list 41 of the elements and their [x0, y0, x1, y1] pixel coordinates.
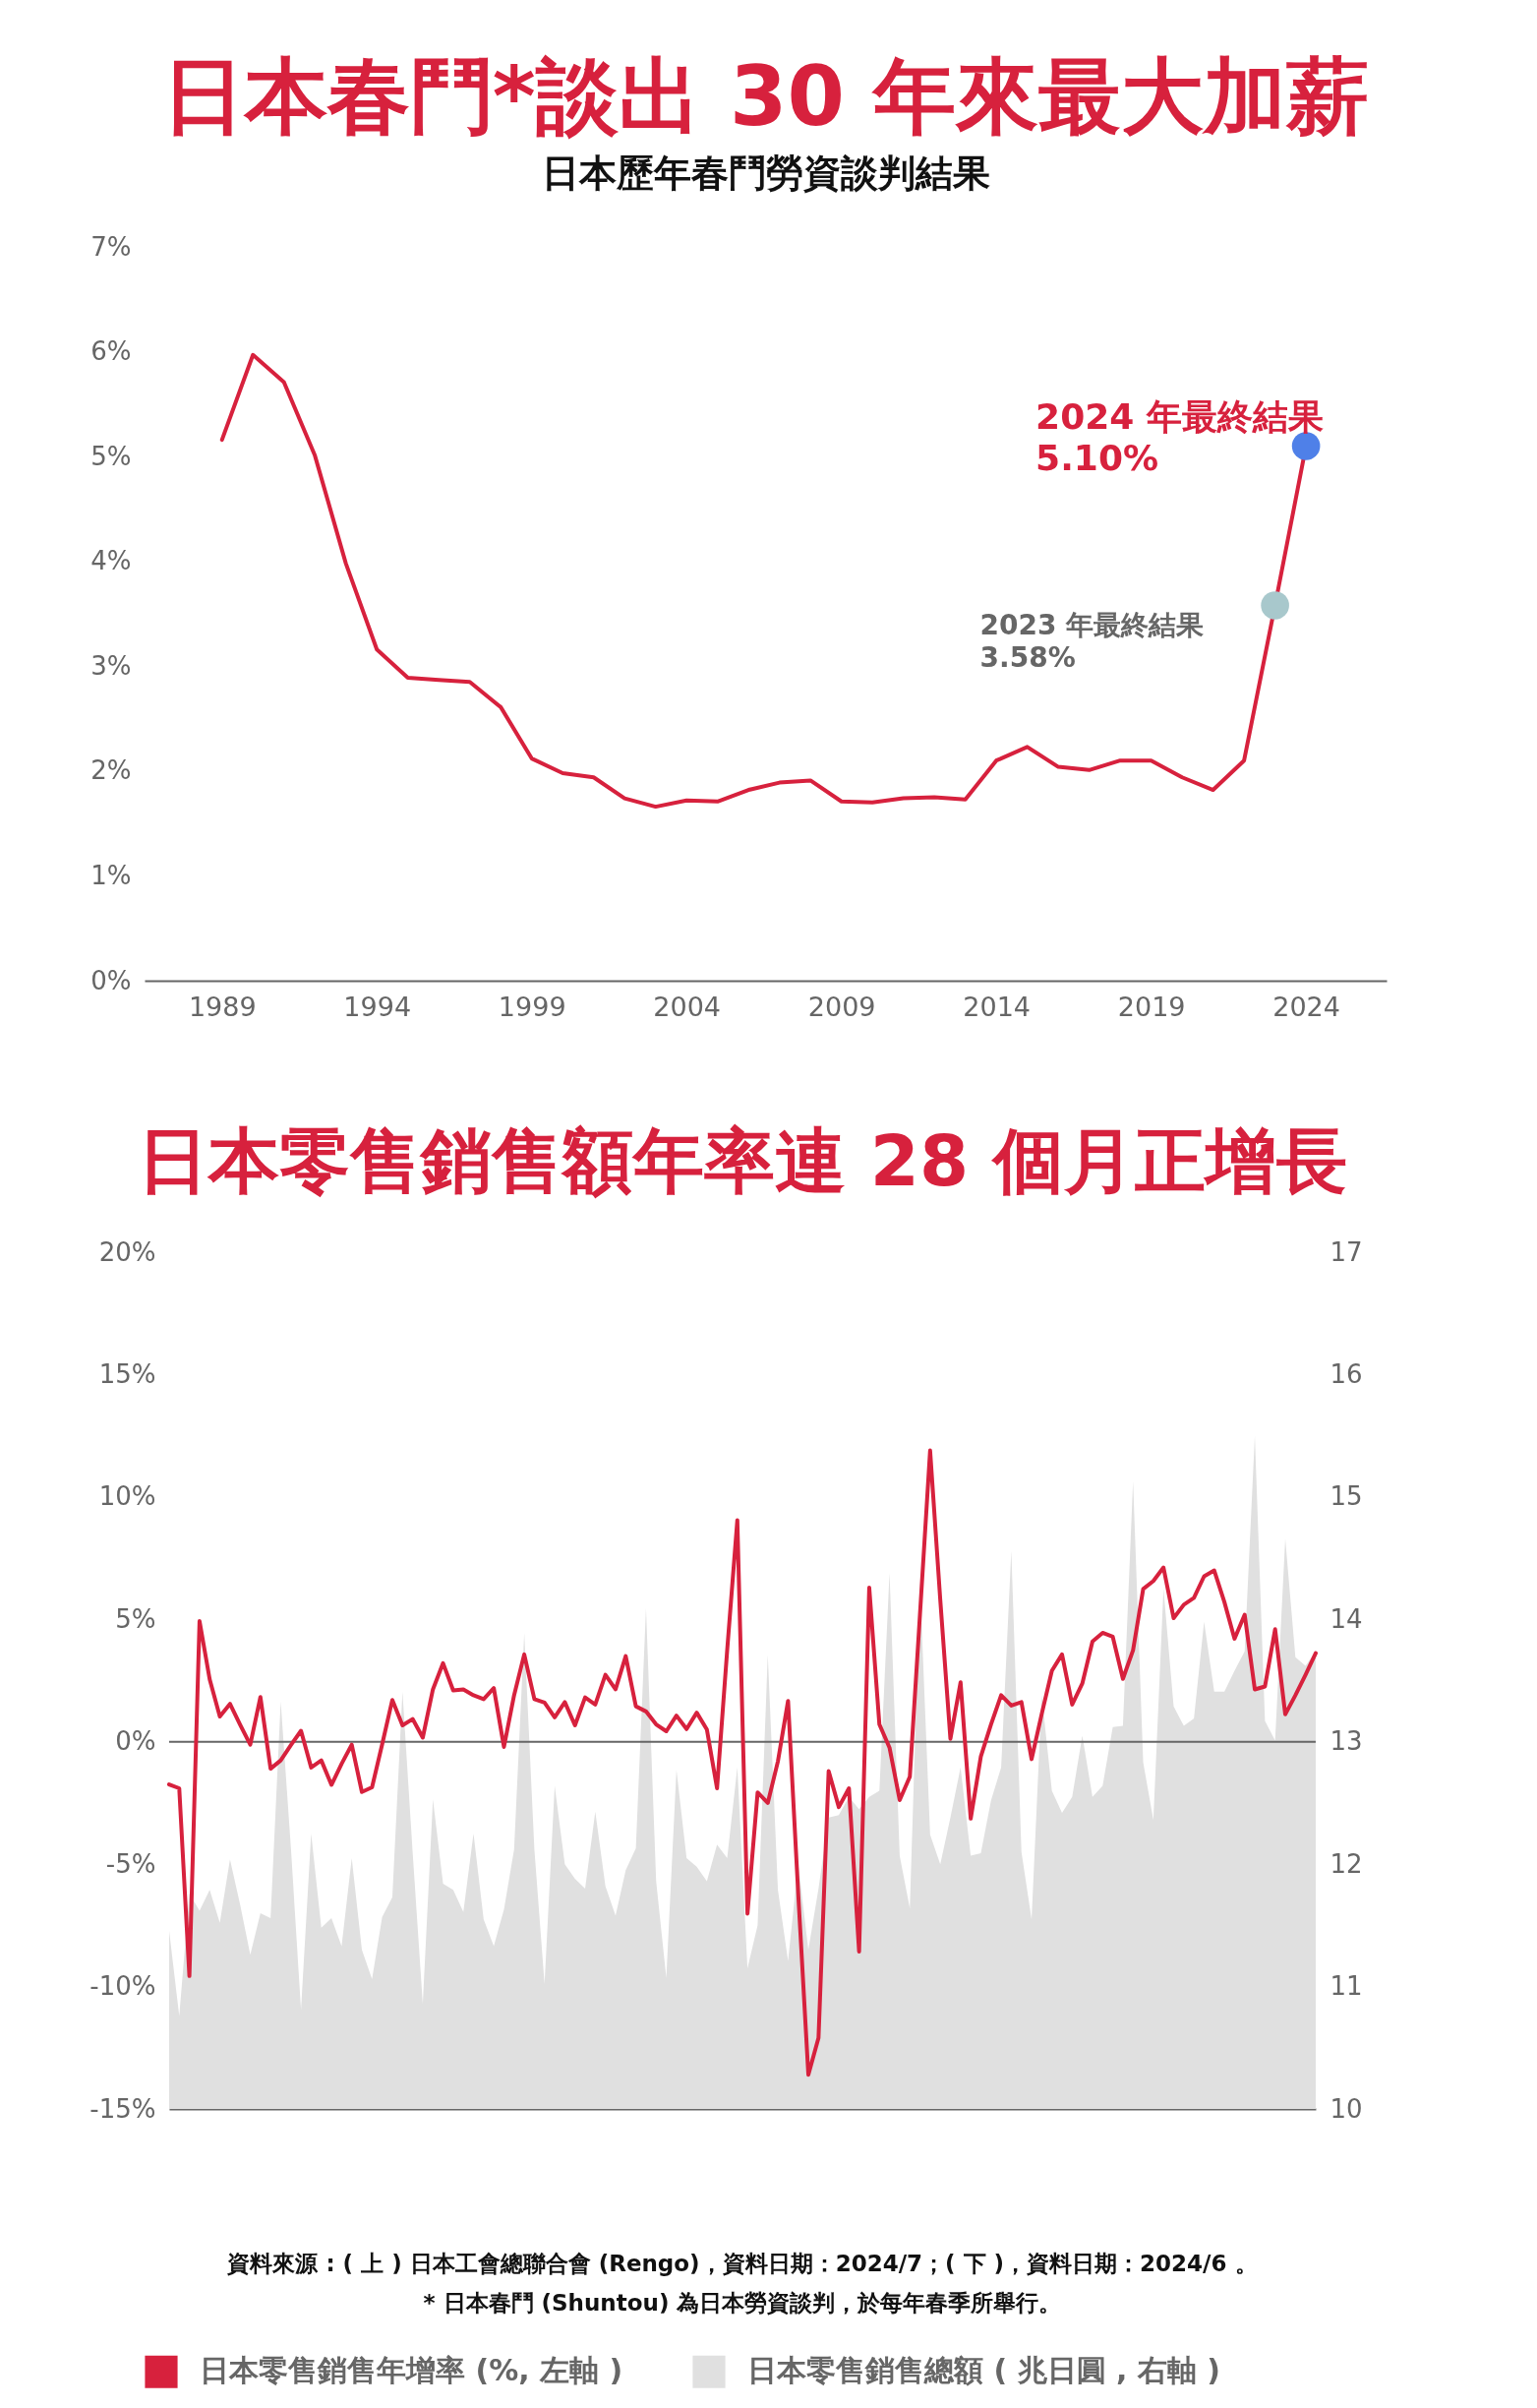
annotation: 2023 年最終結果 3.58%	[979, 609, 1205, 674]
y-tick-label: 6%	[90, 336, 132, 367]
x-tick-label: 2014	[963, 991, 1032, 1022]
source-note: 資料來源 : ( 上 ) 日本工會總聯合會 (Rengo)，資料日期：2024/7；( 下 )，資料日期：2024/6 。	[226, 2251, 1258, 2276]
x-tick-label: 1989	[188, 991, 257, 1022]
y2-tick-label: 13	[1330, 1726, 1363, 1757]
y-tick-label: -5%	[105, 1848, 156, 1879]
y-tick-label: 1%	[90, 860, 132, 890]
y2-tick-label: 15	[1330, 1481, 1363, 1512]
y2-tick-label: 11	[1330, 1971, 1363, 2002]
y2-tick-label: 17	[1330, 1236, 1363, 1267]
y-tick-label: 10%	[98, 1481, 156, 1512]
x-tick-label: 2019	[1117, 991, 1186, 1022]
y-tick-label: 7%	[90, 231, 132, 262]
y-tick-label: 5%	[90, 441, 132, 471]
chart-title: 日本零售銷售額年率連 28 個月正增長	[137, 1119, 1348, 1202]
y-tick-label: 20%	[98, 1236, 156, 1267]
y-tick-label: -15%	[89, 2093, 156, 2124]
x-tick-label: 1994	[343, 991, 412, 1022]
x-tick-label: 2004	[653, 991, 722, 1022]
y-tick-label: -10%	[89, 1971, 156, 2002]
x-tick-label: 2024	[1272, 991, 1340, 1022]
y-tick-label: 15%	[98, 1358, 156, 1389]
y-tick-label: 2%	[90, 755, 132, 786]
y2-tick-label: 14	[1330, 1603, 1363, 1634]
y-tick-label: 3%	[90, 650, 132, 681]
x-tick-label: 2009	[807, 991, 876, 1022]
y2-tick-label: 10	[1330, 2093, 1363, 2124]
legend-label: 日本零售銷售總額 ( 兆日圓 , 右軸 )	[747, 2353, 1221, 2388]
y2-tick-label: 12	[1330, 1848, 1363, 1879]
chart-subtitle: 日本歷年春鬥勞資談判結果	[541, 151, 990, 195]
y-tick-label: 0%	[90, 965, 132, 995]
chart-title: 日本春鬥*談出 30 年來最大加薪	[161, 48, 1370, 145]
x-tick-label: 1999	[498, 991, 566, 1022]
text: * 日本春鬥 (Shuntou) 為日本勞資談判，於每年春季所舉行。	[423, 2290, 1062, 2316]
y-tick-label: 5%	[115, 1603, 156, 1634]
y-tick-label: 4%	[90, 546, 132, 576]
y2-tick-label: 16	[1330, 1358, 1363, 1389]
y-tick-label: 0%	[115, 1726, 156, 1757]
annotation: 2024 年最終結果 5.10%	[1035, 396, 1324, 478]
legend-label: 日本零售銷售年增率 (%, 左軸 )	[200, 2353, 623, 2388]
